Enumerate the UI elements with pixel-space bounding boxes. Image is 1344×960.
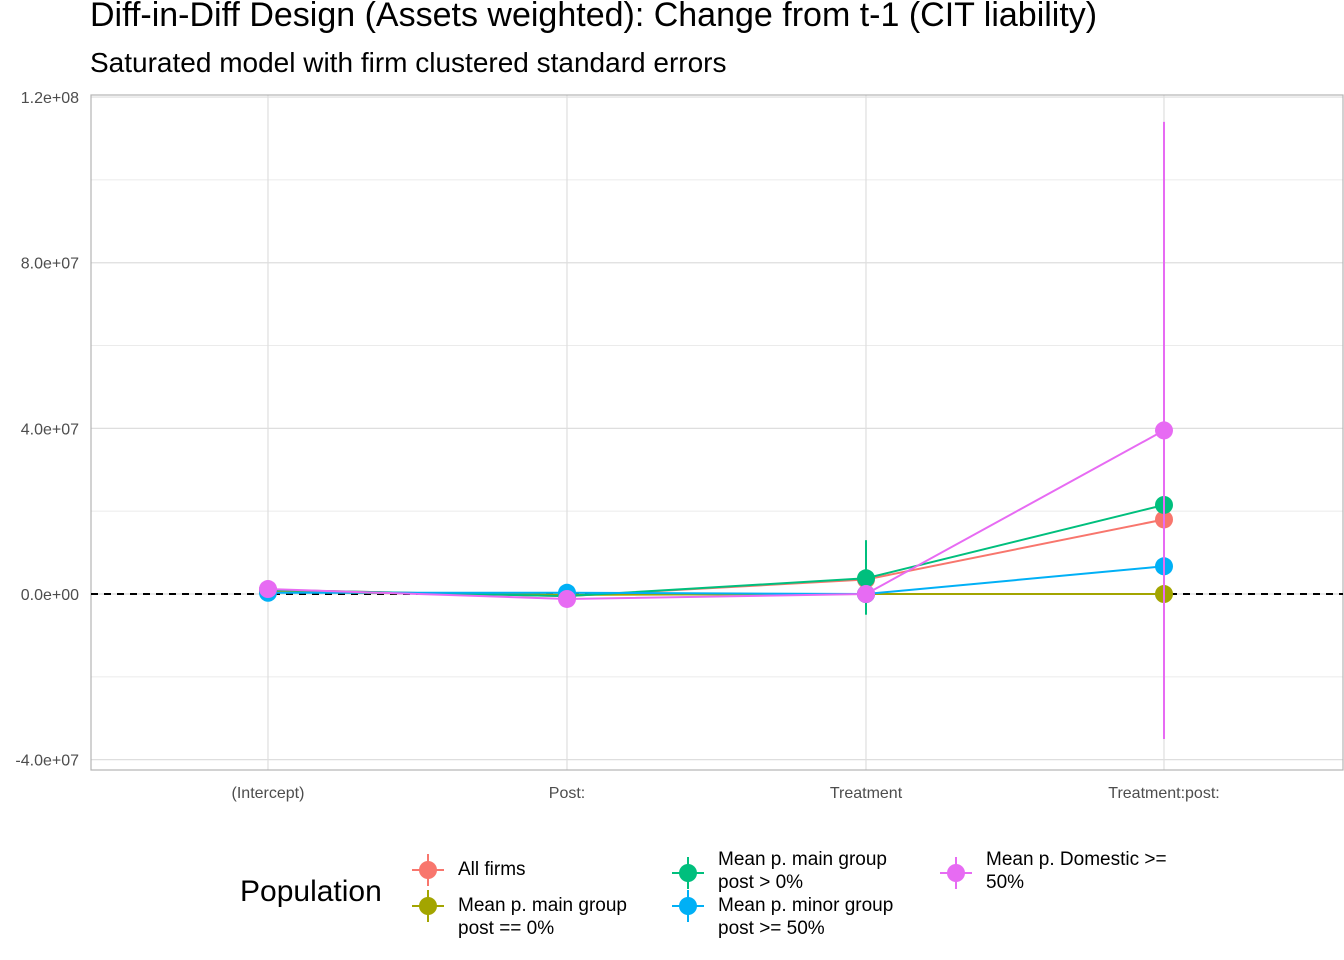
series-line bbox=[268, 565, 1165, 596]
series-layer bbox=[259, 121, 1173, 739]
x-tick-label: Treatment:post: bbox=[1108, 785, 1219, 802]
y-tick-label: 1.2e+08 bbox=[21, 90, 79, 107]
y-tick-label: 4.0e+07 bbox=[21, 421, 79, 438]
x-tick-label: Post: bbox=[549, 785, 585, 802]
series-line bbox=[267, 429, 1165, 600]
series-5 bbox=[259, 121, 1173, 739]
chart-title: Diff-in-Diff Design (Assets weighted): C… bbox=[90, 0, 1098, 34]
data-point bbox=[857, 585, 875, 604]
y-tick-label: 8.0e+07 bbox=[21, 256, 79, 273]
data-point bbox=[558, 589, 576, 608]
x-tick-label: (Intercept) bbox=[232, 785, 305, 802]
panel-border bbox=[90, 94, 1344, 771]
x-tick-label: Treatment bbox=[830, 785, 903, 802]
data-point bbox=[857, 569, 875, 588]
data-point bbox=[1155, 421, 1173, 440]
y-tick-label: -4.0e+07 bbox=[15, 753, 79, 770]
y-tick-label: 0.0e+00 bbox=[21, 587, 79, 604]
grid-lines bbox=[90, 94, 1344, 771]
axis-labels: -4.0e+07 0.0e+00 4.0e+07 8.0e+07 1.2e+08 (Int… bbox=[15, 90, 1219, 802]
data-point bbox=[259, 580, 277, 599]
series-line bbox=[267, 518, 1165, 598]
chart-subtitle: Saturated model with firm clustered stan… bbox=[90, 47, 727, 78]
series-1 bbox=[259, 510, 1173, 606]
series-line bbox=[267, 503, 1165, 598]
